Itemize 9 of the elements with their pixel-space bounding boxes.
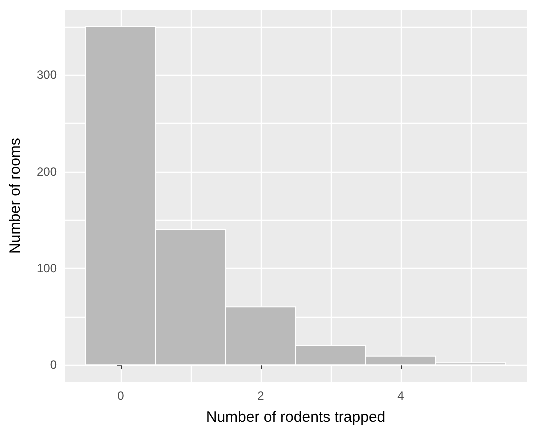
x-tick-label: 2: [258, 389, 265, 403]
y-tick-label: 100: [36, 261, 58, 276]
y-tick-label: 200: [36, 164, 58, 179]
x-tick-label: 0: [118, 389, 125, 403]
y-tick-label: 0: [50, 358, 58, 372]
x-axis-title: Number of rodents trapped: [206, 409, 386, 426]
y-axis-title: Number of rooms: [7, 138, 24, 254]
x-tick-label: 4: [398, 389, 405, 403]
y-tick-label: 300: [36, 68, 58, 82]
